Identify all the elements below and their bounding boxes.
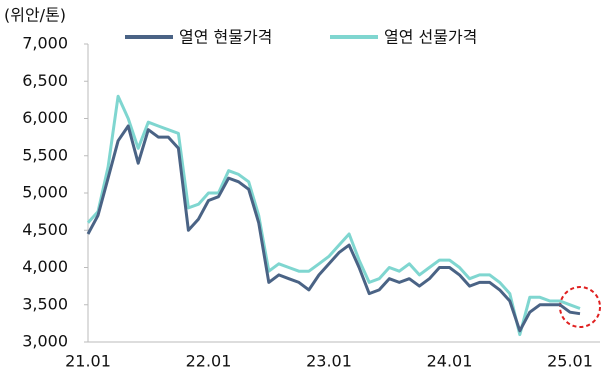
x-tick-label: 22.01 <box>186 352 232 371</box>
highlight-circle <box>559 286 601 328</box>
y-tick-label: 5,500 <box>22 145 68 164</box>
y-tick-label: 6,000 <box>22 108 68 127</box>
y-tick-label: 3,500 <box>22 294 68 313</box>
legend-label: 열연 현물가격 <box>179 28 272 47</box>
y-tick-label: 6,500 <box>22 71 68 90</box>
legend-label: 열연 선물가격 <box>384 28 477 47</box>
y-tick-label: 7,000 <box>22 34 68 53</box>
y-tick-label: 4,000 <box>22 257 68 276</box>
x-tick-label: 23.01 <box>306 352 352 371</box>
x-tick-label: 21.01 <box>65 352 111 371</box>
y-tick-label: 5,000 <box>22 183 68 202</box>
series-line <box>86 94 581 337</box>
x-tick-label: 25.01 <box>547 352 593 371</box>
y-tick-label: 4,500 <box>22 220 68 239</box>
series-line <box>86 124 581 333</box>
unit-label: (위안/톤) <box>4 6 66 25</box>
y-tick-label: 3,000 <box>22 332 68 351</box>
x-tick-label: 24.01 <box>427 352 473 371</box>
